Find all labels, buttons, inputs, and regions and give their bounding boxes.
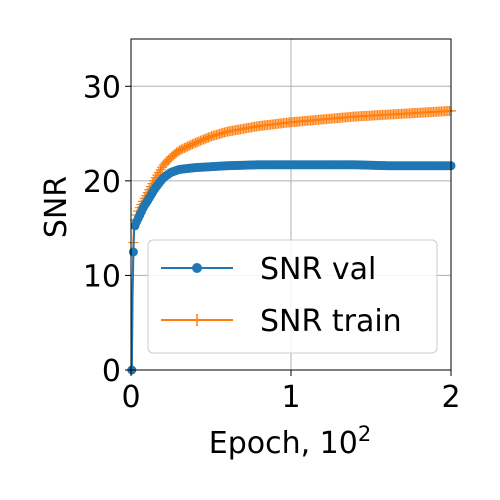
data-point xyxy=(128,247,138,257)
x-tick-label: 2 xyxy=(441,380,460,415)
legend-label-val: SNR val xyxy=(260,252,376,287)
y-axis-label: SNR xyxy=(39,176,74,238)
legend: SNR val SNR train xyxy=(147,239,438,354)
data-point xyxy=(153,167,164,178)
legend-marker-val xyxy=(192,263,202,273)
x-tick-label: 1 xyxy=(281,380,300,415)
y-tick-label: 20 xyxy=(83,165,121,200)
y-tick-label: 0 xyxy=(102,354,121,389)
x-tick-label: 0 xyxy=(121,380,140,415)
x-axis-label-text: Epoch, 10 xyxy=(209,426,358,461)
x-axis-label: Epoch, 102 xyxy=(209,422,371,461)
y-tick-label: 30 xyxy=(83,70,121,105)
x-axis-label-exponent: 2 xyxy=(358,422,371,446)
legend-marker-train xyxy=(191,314,203,326)
y-tick-label: 10 xyxy=(83,259,121,294)
legend-label-train: SNR train xyxy=(260,304,402,339)
